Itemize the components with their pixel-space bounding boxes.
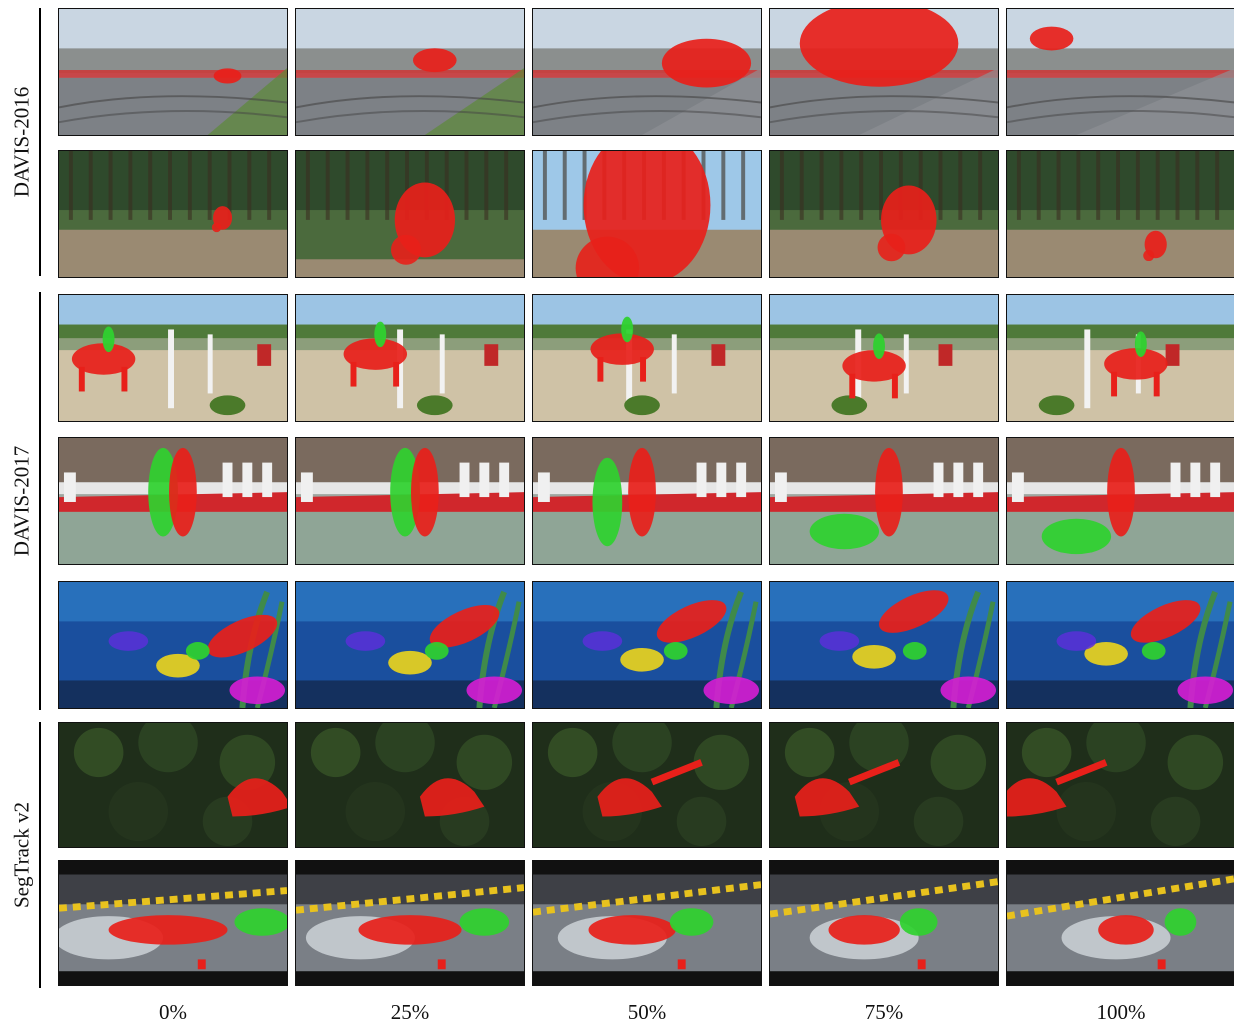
frame-frog-1: [295, 722, 525, 848]
frame-image: [1007, 295, 1234, 421]
frame-image: [296, 9, 524, 135]
frame-judo-4: [1006, 437, 1234, 565]
frame-aquarium-fish-4: [1006, 581, 1234, 709]
frame-car-race-1: [295, 8, 525, 136]
frame-image: [1007, 151, 1234, 277]
frame-judo-1: [295, 437, 525, 565]
frame-image: [533, 295, 761, 421]
frame-image: [770, 861, 998, 985]
frame-image: [533, 151, 761, 277]
frame-image: [533, 861, 761, 985]
frame-frog-0: [58, 722, 288, 848]
group-label-davis2017: DAVIS-2017: [9, 445, 34, 557]
group-bar-segtrack: [39, 722, 41, 988]
frame-image: [533, 9, 761, 135]
frame-judo-2: [532, 437, 762, 565]
frame-car-race-3: [769, 8, 999, 136]
column-label-50: 50%: [627, 1000, 667, 1024]
column-label-75: 75%: [864, 1000, 904, 1024]
frame-image: [59, 438, 287, 564]
frame-image: [533, 438, 761, 564]
frame-aquarium-fish-0: [58, 581, 288, 709]
column-label-25: 25%: [390, 1000, 430, 1024]
frame-horse-jump-0: [58, 294, 288, 422]
frame-horse-jump-2: [532, 294, 762, 422]
frame-image: [1007, 861, 1234, 985]
frame-drift-cars-0: [58, 860, 288, 986]
frame-image: [1007, 438, 1234, 564]
frame-image: [296, 295, 524, 421]
frame-image: [296, 723, 524, 847]
frame-frog-2: [532, 722, 762, 848]
frame-motocross-3: [769, 150, 999, 278]
group-label-davis2016: DAVIS-2016: [9, 86, 34, 198]
frame-judo-3: [769, 437, 999, 565]
frame-image: [770, 582, 998, 708]
group-bar-davis2016: [39, 8, 41, 276]
frame-image: [1007, 582, 1234, 708]
frame-image: [1007, 9, 1234, 135]
frame-image: [59, 9, 287, 135]
frame-image: [770, 151, 998, 277]
frame-frog-3: [769, 722, 999, 848]
frame-horse-jump-1: [295, 294, 525, 422]
frame-motocross-2: [532, 150, 762, 278]
frame-image: [1007, 723, 1234, 847]
frame-image: [59, 723, 287, 847]
frame-car-race-0: [58, 8, 288, 136]
frame-car-race-4: [1006, 8, 1234, 136]
frame-car-race-2: [532, 8, 762, 136]
frame-frog-4: [1006, 722, 1234, 848]
frame-image: [59, 151, 287, 277]
frame-image: [59, 582, 287, 708]
frame-judo-0: [58, 437, 288, 565]
group-label-segtrack: SegTrack v2: [9, 802, 34, 908]
column-label-0: 0%: [159, 1000, 187, 1024]
frame-image: [59, 295, 287, 421]
frame-drift-cars-2: [532, 860, 762, 986]
frame-image: [296, 582, 524, 708]
column-label-100: 100%: [1096, 1000, 1146, 1024]
frame-motocross-1: [295, 150, 525, 278]
frame-image: [533, 582, 761, 708]
frame-image: [296, 151, 524, 277]
frame-aquarium-fish-2: [532, 581, 762, 709]
frame-drift-cars-1: [295, 860, 525, 986]
frame-image: [59, 861, 287, 985]
frame-image: [770, 438, 998, 564]
frame-aquarium-fish-1: [295, 581, 525, 709]
frame-image: [533, 723, 761, 847]
frame-image: [770, 723, 998, 847]
frame-image: [770, 9, 998, 135]
frame-image: [296, 438, 524, 564]
frame-aquarium-fish-3: [769, 581, 999, 709]
frame-motocross-4: [1006, 150, 1234, 278]
frame-image: [770, 295, 998, 421]
frame-drift-cars-3: [769, 860, 999, 986]
frame-motocross-0: [58, 150, 288, 278]
frame-horse-jump-3: [769, 294, 999, 422]
group-bar-davis2017: [39, 292, 41, 710]
frame-image: [296, 861, 524, 985]
frame-drift-cars-4: [1006, 860, 1234, 986]
frame-horse-jump-4: [1006, 294, 1234, 422]
